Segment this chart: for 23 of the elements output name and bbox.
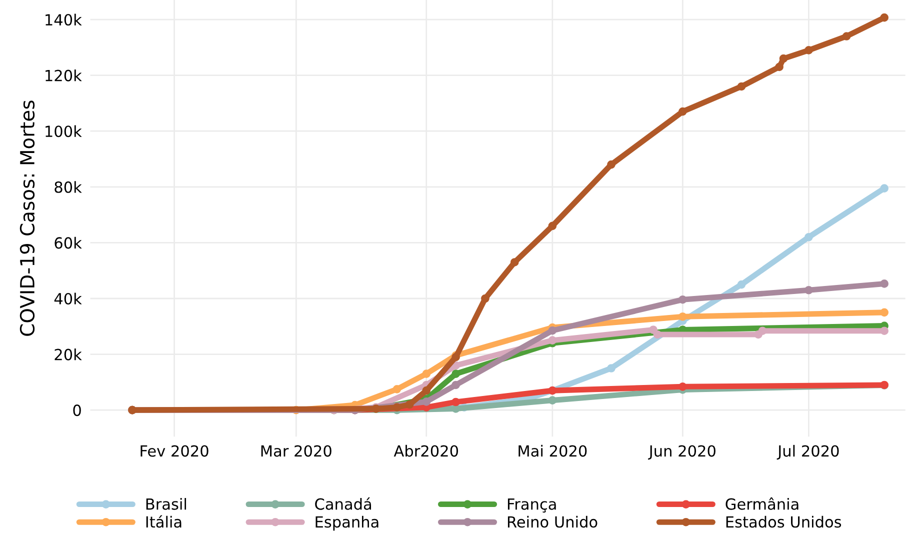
legend-label: Canadá xyxy=(315,497,371,510)
x-tick-label: Jul 2020 xyxy=(776,444,839,460)
y-axis-title: COVID-19 Casos: Mortes xyxy=(20,100,35,336)
x-tick-label: Jun 2020 xyxy=(648,445,716,460)
y-tick-label: 20k xyxy=(54,348,82,360)
legend-label: Estados Unidos xyxy=(726,516,842,528)
x-tick-label: Mar 2020 xyxy=(261,445,332,457)
y-tick-label: 120k xyxy=(46,70,82,82)
legend-label: Espanha xyxy=(316,516,378,531)
y-tick-label: 80k xyxy=(54,181,82,193)
y-tick-label: 40k xyxy=(54,292,82,305)
legend-label: Reino Unido xyxy=(508,516,598,528)
y-tick-label: 0 xyxy=(73,404,81,416)
legend-label: Germânia xyxy=(726,497,798,510)
x-tick-label: Fev 2020 xyxy=(140,445,208,457)
legend-label: Itália xyxy=(146,515,182,528)
y-tick-label: 60k xyxy=(54,236,82,249)
y-tick-label: 140k xyxy=(46,14,82,26)
legend-label: França xyxy=(508,498,556,513)
y-tick-label: 100k xyxy=(46,125,82,138)
x-tick-label: Mai 2020 xyxy=(518,444,587,457)
x-tick-label: Abr2020 xyxy=(394,444,458,457)
legend-label: Brasil xyxy=(146,498,186,510)
